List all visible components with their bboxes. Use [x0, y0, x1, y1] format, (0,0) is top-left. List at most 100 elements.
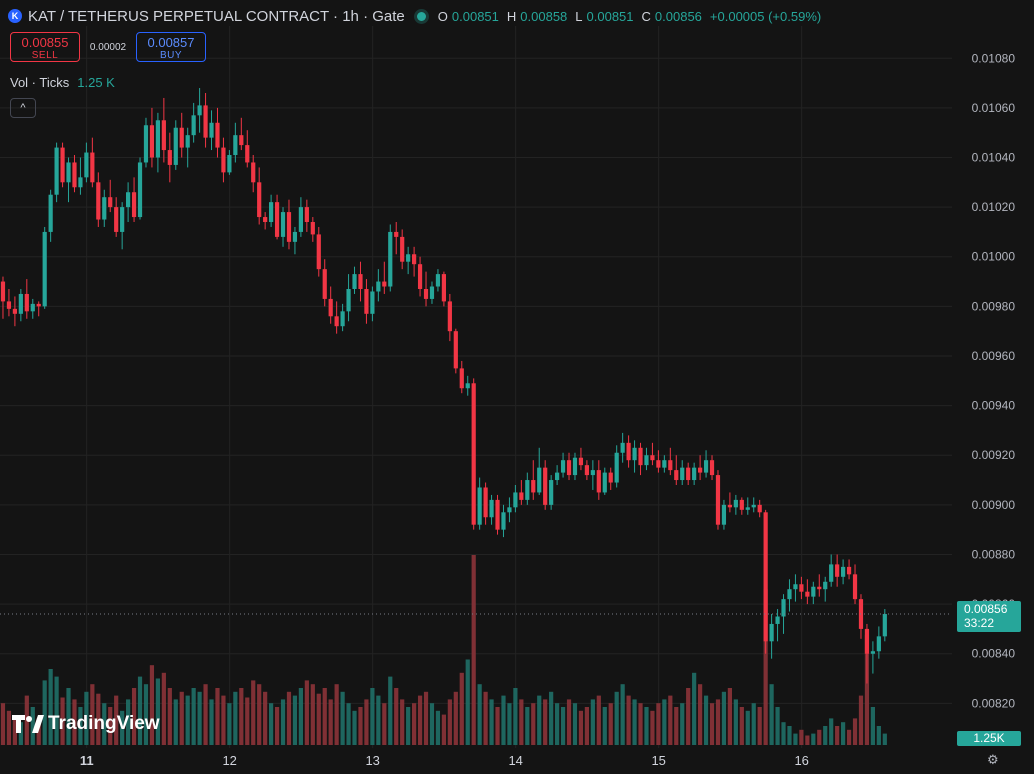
- time-axis[interactable]: 11 12 13 14 15 16: [80, 753, 809, 768]
- settings-gear-icon[interactable]: ⚙: [987, 752, 999, 767]
- candle-body: [686, 467, 691, 481]
- volume-bar: [703, 695, 709, 745]
- price-tick-label: 0.00960: [972, 349, 1016, 363]
- candle-body: [382, 281, 387, 287]
- volume-bar: [167, 688, 172, 745]
- volume-legend[interactable]: Vol · Ticks 1.25 K: [10, 75, 115, 90]
- volume-bar: [876, 726, 881, 745]
- candle-body: [841, 566, 846, 577]
- volume-bar: [417, 695, 423, 745]
- volume-bar: [400, 699, 405, 745]
- candle-body: [66, 162, 71, 183]
- volume-bar: [680, 703, 685, 745]
- candle-body: [590, 470, 595, 476]
- volume-bar: [870, 707, 875, 745]
- candle-body: [471, 383, 476, 525]
- price-axis[interactable]: 0.01080 0.01060 0.01040 0.01020 0.01000 0.009…: [972, 51, 1016, 710]
- price-tick-label: 0.00820: [972, 696, 1016, 710]
- volume-bar: [513, 688, 518, 745]
- candle-body: [292, 231, 298, 242]
- candle-body: [811, 586, 816, 597]
- price-tick-label: 0.01000: [972, 250, 1016, 264]
- tradingview-logo[interactable]: TradingView: [12, 713, 160, 735]
- candle-body: [775, 616, 780, 624]
- volume-bar: [858, 695, 864, 745]
- volume-bar: [692, 672, 697, 745]
- volume-bar: [257, 684, 262, 745]
- candle-body: [513, 492, 518, 508]
- candle-body: [48, 194, 53, 232]
- volume-bar: [465, 659, 470, 745]
- candle-body: [96, 182, 101, 220]
- volume-bar: [328, 699, 333, 745]
- candle-body: [870, 651, 875, 654]
- candle-body: [233, 135, 238, 156]
- volume-bar: [245, 697, 250, 745]
- volume-bar: [12, 716, 17, 745]
- volume-bar: [555, 703, 560, 745]
- volume-value: 1.25 K: [77, 75, 115, 90]
- volume-bar: [477, 684, 482, 745]
- candle-body: [698, 467, 703, 473]
- symbol-title[interactable]: KAT / TETHERUS PERPETUAL CONTRACT · 1h ·…: [28, 7, 405, 25]
- volume-bar: [459, 672, 464, 745]
- volume-bar: [584, 707, 589, 745]
- price-tick-label: 0.00980: [972, 299, 1016, 313]
- volume-bar: [137, 676, 143, 745]
- candle-body: [578, 457, 584, 466]
- candle-body: [632, 447, 637, 461]
- volume-bar: [126, 699, 131, 745]
- trade-buttons: 0.00855 SELL 0.00002 0.00857 BUY: [10, 32, 206, 62]
- collapse-legend-button[interactable]: ^: [10, 98, 36, 118]
- volume-bar: [304, 680, 309, 745]
- volume-bar: [745, 710, 750, 745]
- volume-bar: [155, 678, 160, 745]
- candle-body: [412, 254, 417, 265]
- volume-bar: [489, 699, 494, 745]
- volume-bar: [674, 707, 679, 745]
- candle-body: [757, 504, 762, 513]
- candle-body: [572, 457, 578, 476]
- volume-bar: [817, 729, 822, 745]
- volume-bar: [239, 688, 244, 745]
- volume-bar: [90, 684, 95, 745]
- candle-body: [584, 465, 589, 476]
- low-label: L: [575, 8, 583, 24]
- volume-bar: [841, 722, 846, 745]
- candle-body: [245, 145, 250, 163]
- candle-body: [149, 125, 155, 158]
- candle-body: [644, 455, 649, 466]
- volume-bar: [66, 688, 71, 745]
- price-tick-label: 0.01060: [972, 101, 1016, 115]
- volume-bar: [662, 699, 667, 745]
- volume-bar: [757, 707, 762, 745]
- chart-grid: [0, 26, 952, 748]
- candle-body: [429, 286, 435, 299]
- candle-body: [680, 467, 685, 481]
- candle-body: [209, 122, 214, 138]
- candle-body: [280, 212, 286, 237]
- volume-bar: [519, 699, 524, 745]
- candle-body: [596, 470, 601, 493]
- candle-body: [423, 288, 429, 299]
- candle-body: [72, 162, 77, 188]
- volume-bar: [739, 707, 744, 745]
- volume-bar: [799, 729, 804, 745]
- volume-bar: [203, 684, 208, 745]
- candle-body: [316, 234, 321, 270]
- volume-bar: [42, 680, 47, 745]
- buy-button[interactable]: 0.00857 BUY: [136, 32, 206, 62]
- volume-bar: [811, 733, 816, 745]
- candle-body: [310, 222, 315, 235]
- volume-bar: [102, 703, 107, 745]
- volume-bar: [161, 672, 166, 745]
- volume-bar: [18, 722, 23, 745]
- candle-body: [376, 281, 381, 292]
- volume-bar: [882, 733, 887, 745]
- candle-body: [274, 202, 280, 237]
- last-price-tag: 0.00856 33:22: [957, 601, 1021, 632]
- volume-bar: [191, 688, 196, 745]
- sell-button[interactable]: 0.00855 SELL: [10, 32, 80, 62]
- candle-body: [453, 331, 458, 369]
